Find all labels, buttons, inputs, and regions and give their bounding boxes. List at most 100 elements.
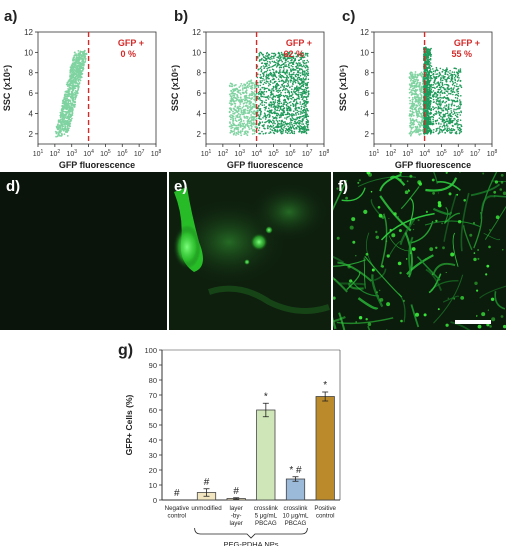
gate-label: GFP + bbox=[118, 38, 144, 48]
cell-speck bbox=[336, 187, 339, 190]
cell-fiber bbox=[337, 261, 373, 282]
cell-fiber bbox=[432, 207, 452, 216]
cell-fiber bbox=[399, 218, 416, 245]
y-tick-label: 40 bbox=[149, 436, 157, 445]
x-tick-label: 101 bbox=[201, 149, 212, 158]
cell-fiber bbox=[400, 186, 420, 210]
cell-speck bbox=[476, 289, 479, 292]
y-tick-label: 4 bbox=[365, 109, 370, 118]
cell-speck bbox=[487, 309, 489, 311]
cell-fiber bbox=[371, 274, 384, 308]
cell-speck bbox=[499, 188, 503, 191]
cell-speck bbox=[399, 172, 402, 174]
cell-speck bbox=[489, 229, 491, 231]
cell-speck bbox=[365, 318, 368, 321]
x-tick-label: 108 bbox=[487, 149, 498, 158]
x-axis-label: GFP fluorescence bbox=[227, 160, 303, 170]
y-tick-label: 2 bbox=[197, 130, 202, 139]
category-label: crosslink bbox=[283, 505, 308, 512]
cell-speck bbox=[486, 323, 490, 327]
scatter-points bbox=[54, 49, 88, 138]
cell-speck bbox=[385, 240, 388, 242]
y-axis-label: GFP+ Cells (%) bbox=[124, 394, 134, 455]
cell-speck bbox=[367, 322, 372, 327]
cell-fiber bbox=[410, 304, 420, 328]
cell-speck bbox=[435, 246, 438, 249]
category-label: Negative bbox=[165, 505, 190, 512]
y-tick-label: 6 bbox=[197, 89, 202, 98]
cell-speck bbox=[355, 321, 357, 323]
cell-speck bbox=[376, 291, 379, 294]
cell-fiber bbox=[444, 212, 461, 224]
cell-speck bbox=[355, 255, 357, 257]
group-label: PEG-PDHA NPs bbox=[223, 540, 278, 546]
cell-fiber bbox=[494, 291, 506, 310]
x-tick-label: 103 bbox=[234, 149, 245, 158]
cell-speck bbox=[397, 261, 402, 266]
cell-fiber bbox=[333, 276, 348, 293]
cell-speck bbox=[399, 178, 402, 181]
category-label: 10 μg/mL bbox=[283, 513, 309, 520]
x-tick-label: 107 bbox=[302, 149, 313, 158]
significance-marker: * bbox=[323, 380, 327, 391]
cell-fiber bbox=[462, 225, 473, 251]
cell-speck bbox=[399, 271, 402, 275]
significance-marker: # bbox=[233, 486, 239, 497]
panel-label-e: e) bbox=[174, 178, 188, 195]
category-label: PBCAG bbox=[255, 520, 277, 527]
gate-percentage: 0 % bbox=[120, 49, 136, 59]
y-tick-label: 0 bbox=[153, 496, 157, 505]
cell-speck bbox=[441, 222, 443, 225]
panel-label-d: d) bbox=[6, 178, 21, 195]
y-tick-label: 30 bbox=[149, 451, 157, 460]
cell-speck bbox=[388, 218, 390, 219]
category-label: layer bbox=[229, 505, 242, 512]
y-tick-label: 12 bbox=[360, 28, 369, 37]
plot-frame bbox=[205, 31, 325, 145]
cell-speck bbox=[423, 313, 427, 317]
cell-speck bbox=[409, 252, 412, 254]
cell-fiber bbox=[484, 205, 506, 240]
cell-speck bbox=[345, 196, 348, 200]
cell-speck bbox=[474, 281, 478, 285]
x-tick-label: 102 bbox=[50, 149, 61, 158]
scatter-points bbox=[228, 51, 310, 137]
cell-fiber bbox=[433, 274, 464, 324]
x-tick-label: 101 bbox=[369, 149, 380, 158]
cell-fiber bbox=[404, 232, 413, 278]
group-bracket bbox=[194, 527, 308, 539]
x-tick-label: 107 bbox=[134, 149, 145, 158]
cell-speck bbox=[397, 216, 399, 218]
cell-fiber bbox=[333, 259, 367, 267]
cell-speck bbox=[405, 258, 408, 260]
x-tick-label: 108 bbox=[319, 149, 330, 158]
x-tick-label: 105 bbox=[100, 149, 111, 158]
cell-speck bbox=[358, 179, 361, 182]
cell-fiber bbox=[428, 273, 442, 294]
cell-speck bbox=[358, 316, 363, 320]
cell-fiber bbox=[333, 255, 345, 264]
cell-speck bbox=[386, 302, 391, 307]
cell-speck bbox=[477, 324, 482, 329]
cell-speck bbox=[424, 258, 426, 260]
cell-speck bbox=[404, 190, 409, 194]
cell-speck bbox=[429, 247, 434, 252]
cell-speck bbox=[482, 172, 485, 175]
cell-speck bbox=[347, 265, 351, 269]
cell-speck bbox=[502, 191, 506, 196]
x-axis-label: GFP fluorescence bbox=[395, 160, 471, 170]
cell-speck bbox=[379, 289, 381, 291]
cell-speck bbox=[413, 223, 415, 225]
microscopy-panel-d: d) bbox=[0, 172, 167, 330]
cell-fiber bbox=[493, 195, 506, 198]
cell-speck bbox=[417, 219, 420, 222]
cell-speck bbox=[473, 222, 475, 224]
cell-speck bbox=[418, 182, 422, 186]
cell-speck bbox=[402, 299, 406, 302]
cell-fiber bbox=[406, 254, 434, 276]
cell-speck bbox=[489, 325, 492, 328]
cell-speck bbox=[477, 249, 479, 251]
cell-speck bbox=[481, 312, 486, 317]
cell-fiber bbox=[338, 282, 367, 286]
cell-fiber bbox=[338, 312, 346, 330]
